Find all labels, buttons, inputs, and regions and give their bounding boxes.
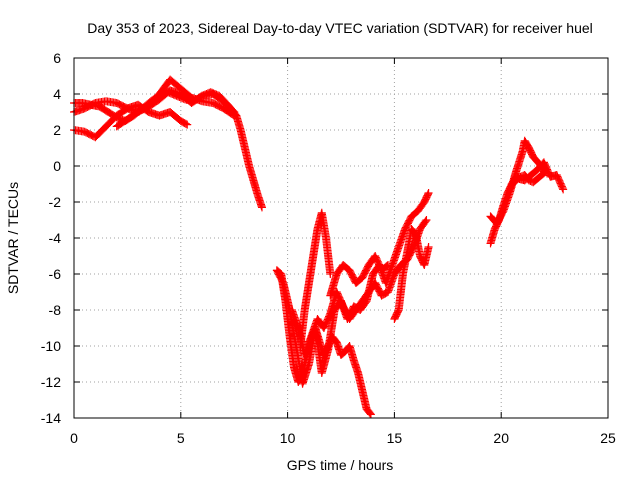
data-point [383,261,392,269]
data-point [229,110,238,119]
x-tick-label: 5 [177,430,185,446]
y-tick-label: -14 [41,410,61,426]
data-point [424,243,433,251]
data-point [181,119,190,128]
x-axis-label: GPS time / hours [287,457,394,473]
y-tick-label: 0 [53,158,61,174]
y-axis-label: SDTVAR / TECUs [5,182,21,294]
x-tick-label: 25 [600,430,616,446]
series-arc-j [390,225,433,323]
data-point [366,410,375,419]
y-tick-label: -8 [49,302,62,318]
x-tick-label: 15 [387,430,403,446]
x-tick-label: 0 [70,430,78,446]
data-point [424,189,433,197]
y-tick-label: 2 [53,122,61,138]
series-arc-d [112,75,239,131]
data-point [558,183,567,192]
y-tick-label: -6 [49,266,62,282]
data-point [422,216,431,224]
series-arc-m [507,158,568,194]
x-tick-label: 10 [280,430,296,446]
series-arc-a [70,88,266,212]
data-point [230,111,239,120]
data-point [423,190,432,199]
y-tick-label: -2 [49,194,62,210]
data-point [382,261,391,270]
data-point [421,217,430,226]
data-point [257,203,266,212]
y-tick-label: 4 [53,86,61,102]
y-tick-label: -4 [49,230,62,246]
chart-title: Day 353 of 2023, Sidereal Day-to-day VTE… [87,20,593,36]
data-point [183,120,192,129]
series-arc-i [326,252,392,300]
series-arc-f [272,189,433,388]
series-arc-h [296,208,335,350]
data-point [559,185,568,194]
y-tick-label: -12 [41,374,61,390]
x-tick-label: 20 [493,430,509,446]
y-tick-label: 6 [53,50,61,66]
data-points [70,75,568,419]
y-tick-label: -10 [41,338,61,354]
plot-frame [73,57,609,419]
data-point [366,409,375,418]
axis-ticks: 0 5 10 15 20 25 -14 -12 -10 -8 -6 -4 -2 0 2 4 6 [41,50,616,446]
